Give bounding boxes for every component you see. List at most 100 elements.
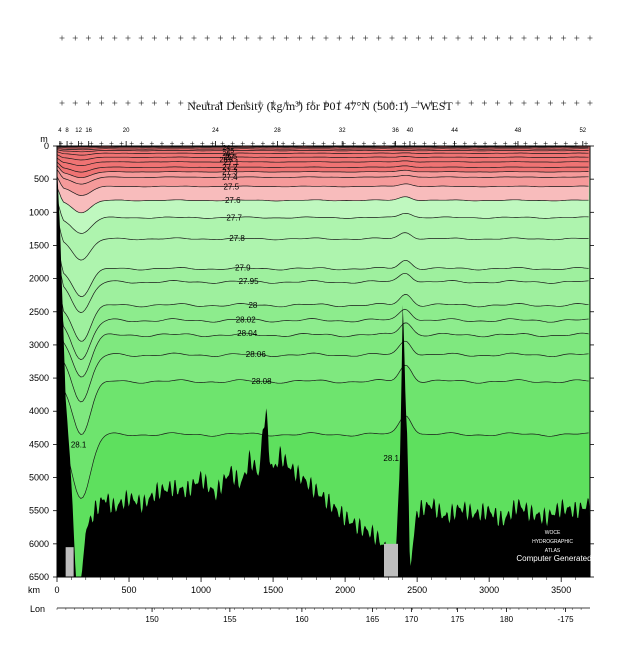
watermark-line-0: WOCE (545, 530, 561, 536)
lon-tick-label-180: 180 (500, 615, 514, 624)
contour-label-27.95: 27.95 (239, 277, 260, 286)
contour-label-27.7: 27.7 (226, 214, 242, 223)
station-label-20: 20 (123, 128, 130, 134)
gray-patch-mid (384, 543, 399, 577)
y-tick-label-500: 500 (34, 174, 49, 184)
contour-label-27: 27 (225, 153, 234, 162)
station-label-40: 40 (407, 128, 414, 134)
contour-line-26.8 (56, 151, 589, 156)
station-label-4: 4 (58, 128, 62, 134)
station-label-44: 44 (451, 128, 458, 134)
x-tick-label-1000: 1000 (191, 585, 211, 595)
contour-label-28.1-east: 28.1 (383, 454, 399, 463)
contour-line-27.3 (56, 165, 589, 179)
contour-label-26: 26 (222, 151, 230, 158)
x-tick-label-3000: 3000 (479, 585, 499, 595)
computer-generated-note: Computer Generated (516, 554, 591, 563)
lon-tick-label-160: 160 (295, 615, 309, 624)
station-label-36: 36 (392, 128, 399, 134)
contour-label-27.4: 27.4 (222, 173, 238, 182)
lon-axis-label: Lon (30, 604, 45, 614)
contour-line-26 (56, 147, 589, 151)
contour-line-27.4 (56, 169, 589, 185)
station-label-32: 32 (339, 128, 346, 134)
lon-tick-label--175: -175 (558, 615, 575, 624)
contour-line-27 (56, 154, 589, 161)
contour-line-28.1 (56, 363, 589, 499)
y-tick-label-3500: 3500 (29, 373, 49, 383)
station-label-48: 48 (515, 128, 522, 134)
contour-label-28.02: 28.02 (236, 316, 257, 325)
contour-label-25: 25 (226, 148, 234, 155)
contour-line-27.1 (56, 157, 589, 166)
lon-tick-label-165: 165 (366, 615, 380, 624)
lon-tick-label-175: 175 (451, 615, 465, 624)
contour-line-27.8 (56, 216, 589, 261)
contour-label-28.1-west: 28.1 (71, 441, 87, 450)
contour-line-27.95 (56, 248, 589, 313)
chart-title: Neutral Density (kg/m³) for P01 47°N (50… (187, 99, 453, 113)
contour-label-28.06: 28.06 (246, 350, 267, 359)
x-tick-label-2000: 2000 (335, 585, 355, 595)
y-tick-label-2000: 2000 (29, 274, 49, 284)
y-tick-label-5000: 5000 (29, 473, 49, 483)
lon-tick-label-170: 170 (405, 615, 419, 624)
x-tick-label-1500: 1500 (263, 585, 283, 595)
station-label-16: 16 (85, 128, 92, 134)
x-tick-label-2500: 2500 (407, 585, 427, 595)
y-tick-label-1500: 1500 (29, 240, 49, 250)
contour-line-27.5 (56, 176, 589, 196)
lon-tick-label-150: 150 (145, 615, 159, 624)
contour-label-24: 24 (222, 145, 230, 152)
contour-line-27.2 (56, 161, 589, 173)
lon-tick-label-155: 155 (223, 615, 237, 624)
y-tick-label-0: 0 (44, 141, 49, 151)
contour-line-27.6 (56, 187, 589, 214)
station-label-28: 28 (274, 128, 281, 134)
contour-label-28.08: 28.08 (252, 377, 273, 386)
y-tick-label-6500: 6500 (29, 572, 49, 582)
x-axis-unit: km (28, 585, 40, 595)
contour-label-28: 28 (248, 301, 257, 310)
y-tick-label-4500: 4500 (29, 439, 49, 449)
contour-line-27.9 (56, 239, 589, 297)
contour-line-26.5 (56, 149, 589, 153)
x-tick-label-3500: 3500 (551, 585, 571, 595)
contour-line-27.7 (56, 199, 589, 234)
y-tick-label-6000: 6000 (29, 539, 49, 549)
contour-line-28 (56, 266, 589, 342)
y-tick-label-4000: 4000 (29, 406, 49, 416)
watermark-line-2: ATLAS (545, 548, 561, 554)
contour-line-28.04 (56, 289, 589, 378)
contour-line-25 (56, 146, 589, 149)
station-label-52: 52 (579, 128, 586, 134)
contour-label-27.6: 27.6 (225, 196, 241, 205)
y-tick-label-3000: 3000 (29, 340, 49, 350)
watermark-line-1: HYDROGRAPHIC (532, 539, 573, 545)
bottom-topography (57, 165, 590, 577)
x-tick-label-0: 0 (54, 585, 59, 595)
contour-label-27.1: 27.1 (224, 158, 240, 167)
contour-label-28.04: 28.04 (237, 329, 258, 338)
contour-label-27.2: 27.2 (222, 163, 238, 172)
contour-label-27.3: 27.3 (222, 168, 238, 177)
contour-label-27.5: 27.5 (224, 182, 240, 191)
station-label-12: 12 (75, 128, 82, 134)
station-label-24: 24 (212, 128, 219, 134)
contour-line-28.08 (56, 324, 589, 435)
station-label-8: 8 (65, 128, 69, 134)
y-tick-label-2500: 2500 (29, 307, 49, 317)
contour-label-26.8: 26.8 (219, 157, 233, 164)
contour-label-27.8: 27.8 (229, 234, 245, 243)
x-tick-label-500: 500 (122, 585, 137, 595)
y-tick-label-1000: 1000 (29, 207, 49, 217)
plot-frame (56, 145, 591, 578)
y-axis-unit: m (40, 134, 48, 144)
y-tick-label-5500: 5500 (29, 506, 49, 516)
contour-label-27.9: 27.9 (235, 263, 251, 272)
contour-line-28.02 (56, 277, 589, 360)
contour-label-26.5: 26.5 (223, 154, 237, 161)
contour-line-28.06 (56, 303, 589, 403)
